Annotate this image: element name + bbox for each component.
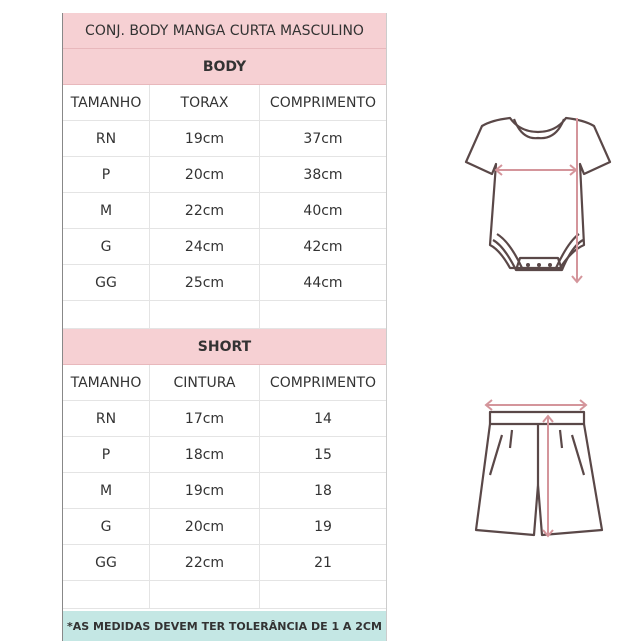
table-cell: 42cm <box>303 238 343 255</box>
title-text: CONJ. BODY MANGA CURTA MASCULINO <box>85 22 364 39</box>
body-header-row: TAMANHO TORAX COMPRIMENTO <box>63 85 386 121</box>
table-cell: 18cm <box>150 437 260 472</box>
col-header: COMPRIMENTO <box>269 374 377 391</box>
table-cell: 20cm <box>150 157 260 192</box>
table-cell: G <box>63 509 150 544</box>
table-row: RN 17cm 14 <box>63 401 386 437</box>
short-header-row: TAMANHO CINTURA COMPRIMENTO <box>63 365 386 401</box>
body-heading-text: BODY <box>202 58 247 75</box>
table-cell: 17cm <box>150 401 260 436</box>
table-cell: M <box>63 473 150 508</box>
table-cell: 19cm <box>150 473 260 508</box>
spacer-row <box>63 581 386 609</box>
short-heading: SHORT <box>63 329 386 365</box>
table-row: P 18cm 15 <box>63 437 386 473</box>
table-row: P 20cm 38cm <box>63 157 386 193</box>
col-header: CINTURA <box>150 365 260 400</box>
table-cell: 14 <box>314 410 332 427</box>
tolerance-note: *AS MEDIDAS DEVEM TER TOLERÂNCIA DE 1 A … <box>63 611 386 641</box>
table-row: RN 19cm 37cm <box>63 121 386 157</box>
table-cell: 19cm <box>150 121 260 156</box>
table-cell: 22cm <box>150 193 260 228</box>
table-cell: RN <box>63 121 150 156</box>
table-row: G 24cm 42cm <box>63 229 386 265</box>
table-row: GG 22cm 21 <box>63 545 386 581</box>
shorts-illustration-icon <box>474 399 604 538</box>
spacer-row <box>63 301 386 329</box>
table-cell: 22cm <box>150 545 260 580</box>
table-cell: 21 <box>314 554 332 571</box>
table-cell: RN <box>63 401 150 436</box>
short-heading-text: SHORT <box>197 338 252 355</box>
table-cell: GG <box>63 545 150 580</box>
table-cell: P <box>63 437 150 472</box>
table-cell: 44cm <box>303 274 343 291</box>
table-cell: 15 <box>314 446 332 463</box>
table-cell: G <box>63 229 150 264</box>
table-cell: P <box>63 157 150 192</box>
table-row: GG 25cm 44cm <box>63 265 386 301</box>
table-row: M 22cm 40cm <box>63 193 386 229</box>
table-cell: M <box>63 193 150 228</box>
size-table: CONJ. BODY MANGA CURTA MASCULINO BODY TA… <box>62 13 387 641</box>
table-row: M 19cm 18 <box>63 473 386 509</box>
col-header: TORAX <box>150 85 260 120</box>
table-row: G 20cm 19 <box>63 509 386 545</box>
table-cell: 38cm <box>303 166 343 183</box>
note-text: *AS MEDIDAS DEVEM TER TOLERÂNCIA DE 1 A … <box>67 619 382 633</box>
table-cell: 40cm <box>303 202 343 219</box>
table-title: CONJ. BODY MANGA CURTA MASCULINO <box>63 13 386 49</box>
table-cell: 24cm <box>150 229 260 264</box>
bodysuit-illustration-icon <box>464 116 612 284</box>
table-cell: 19 <box>314 518 332 535</box>
table-cell: 20cm <box>150 509 260 544</box>
table-cell: 37cm <box>303 130 343 147</box>
body-heading: BODY <box>63 49 386 85</box>
table-cell: 25cm <box>150 265 260 300</box>
col-header: TAMANHO <box>63 85 150 120</box>
col-header: TAMANHO <box>63 365 150 400</box>
table-cell: 18 <box>314 482 332 499</box>
col-header: COMPRIMENTO <box>269 94 377 111</box>
table-cell: GG <box>63 265 150 300</box>
